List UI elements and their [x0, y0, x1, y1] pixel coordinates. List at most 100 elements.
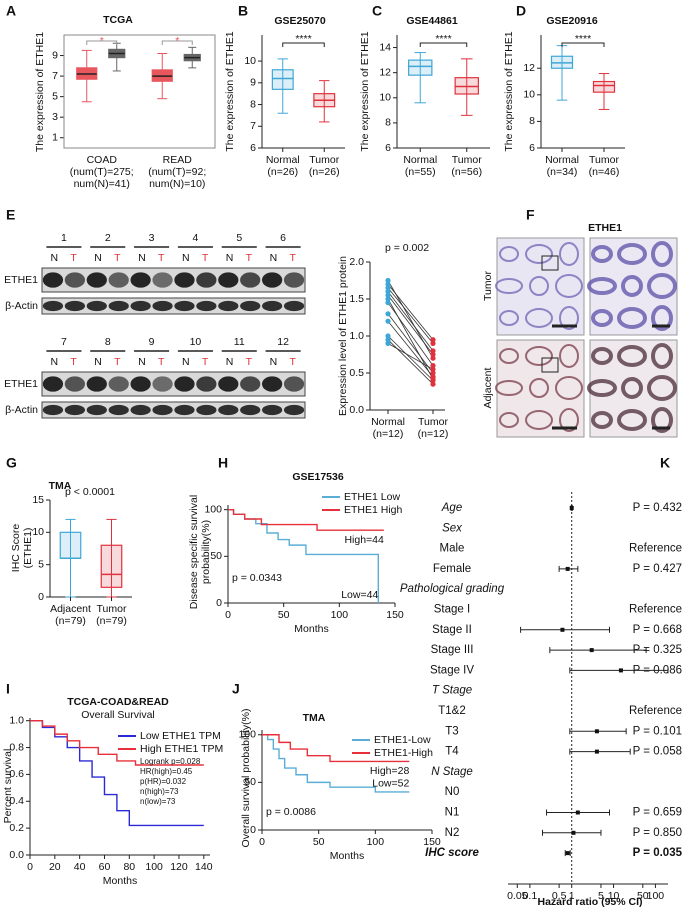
- lane-number: 12: [277, 336, 289, 348]
- lane-normal: N: [94, 356, 102, 368]
- hazard-point: [565, 566, 570, 571]
- blot-band: [283, 376, 305, 392]
- panel-subtitle: Overall Survival: [81, 709, 155, 721]
- category-label: COAD: [87, 154, 118, 166]
- hazard-point: [594, 749, 599, 754]
- zoom-box: [541, 255, 559, 271]
- panel-title: TCGA: [103, 14, 133, 26]
- tissue-structure: [555, 274, 583, 298]
- x-axis-label: Months: [294, 623, 328, 635]
- x-tick-label: 120: [170, 861, 188, 873]
- y-tick-label: 0.0: [349, 404, 364, 416]
- significance-bracket: [561, 42, 605, 47]
- lane-number: 10: [190, 336, 202, 348]
- pair-line: [387, 320, 434, 377]
- ihc-image: [496, 237, 585, 336]
- tissue-structure: [617, 243, 647, 265]
- paired-point: [430, 351, 436, 358]
- blot-band: [262, 376, 283, 392]
- row-label: Pathological grading: [400, 583, 505, 595]
- row-label: Adjacent: [482, 367, 494, 408]
- paired-point: [385, 318, 391, 324]
- tissue-structure: [525, 308, 553, 328]
- category-note: num(N)=41): [74, 178, 130, 190]
- y-tick-label: 0.0: [9, 849, 24, 861]
- blot-band: [130, 300, 151, 312]
- paired-point: [385, 285, 391, 291]
- lane-normal: N: [182, 252, 190, 264]
- category-label: READ: [163, 154, 193, 166]
- p-value: p = 0.0343: [232, 572, 282, 584]
- blot-band: [283, 404, 305, 416]
- tissue-structure: [651, 241, 673, 267]
- group-size: (n=12): [418, 428, 449, 440]
- lane-normal: N: [50, 252, 58, 264]
- hazard-point: [594, 729, 599, 734]
- y-tick-label: 0.6: [9, 768, 24, 780]
- category-label: Tumor: [589, 154, 619, 166]
- survival-curve: [30, 719, 204, 766]
- blot-band: [218, 272, 239, 288]
- blot-band: [174, 272, 195, 288]
- tissue-structure: [651, 305, 673, 331]
- hazard-point: [569, 506, 574, 510]
- y-tick-label: 12: [523, 62, 535, 74]
- tissue-structure: [621, 377, 643, 399]
- lane-tumor: T: [290, 356, 297, 368]
- lane-tumor: T: [158, 356, 165, 368]
- y-tick-label: 12: [379, 66, 391, 78]
- box: [59, 531, 82, 559]
- hazard-point: [560, 627, 565, 632]
- hazard-point: [565, 851, 570, 856]
- x-tick-label: 0: [225, 609, 231, 621]
- legend-label: High ETHE1 TPM: [140, 743, 223, 755]
- y-tick-label: 8: [385, 117, 391, 129]
- blot-band: [218, 300, 239, 312]
- p-value: P = 0.850: [633, 827, 682, 839]
- tissue-structure: [591, 245, 613, 263]
- lane-number: 5: [236, 232, 242, 244]
- row-label: Tumor: [482, 271, 494, 301]
- legend-label: ETHE1 Low: [344, 491, 400, 503]
- x-axis-label: Months: [330, 850, 364, 862]
- paired-point: [385, 281, 391, 287]
- y-tick-label: 0.5: [349, 367, 364, 379]
- y-tick-label: 6: [529, 142, 535, 154]
- blot-band: [130, 272, 151, 288]
- lane-tumor: T: [70, 252, 77, 264]
- tissue-structure: [499, 310, 519, 326]
- blot-band: [108, 376, 129, 392]
- lane-number: 8: [105, 336, 111, 348]
- lane-tumor: T: [114, 356, 121, 368]
- tissue-structure: [525, 244, 553, 264]
- panel-title: GSE25070: [274, 15, 326, 27]
- blot-band: [42, 404, 64, 416]
- significance-bracket: [419, 42, 468, 47]
- blot-band: [196, 376, 217, 392]
- significance-mark: ****: [575, 33, 591, 45]
- blot-band: [240, 404, 261, 416]
- panel-title: GSE20916: [546, 15, 598, 27]
- paired-point: [430, 355, 436, 361]
- lane-tumor: T: [114, 252, 121, 264]
- y-axis-label: The expression of ETHE1: [224, 31, 236, 151]
- y-tick-label: 0.4: [9, 795, 24, 807]
- blot-strip: [41, 267, 306, 293]
- blot-band: [152, 272, 173, 288]
- pair-line: [387, 335, 434, 381]
- tissue-structure: [621, 275, 643, 297]
- paired-point: [385, 292, 391, 298]
- x-tick-label: 5: [598, 890, 604, 902]
- group-size: (n=55): [405, 166, 436, 178]
- tissue-structure: [499, 246, 519, 262]
- y-axis-label: Disease specific survival: [188, 495, 200, 609]
- blot-band: [262, 300, 283, 312]
- y-axis-label: The expression of ETHE1: [359, 31, 371, 151]
- paired-point: [430, 337, 436, 343]
- x-tick-label: 0.05: [507, 890, 528, 902]
- panel-title: GSE17536: [292, 471, 344, 483]
- blot-band: [42, 272, 64, 288]
- blot-band: [86, 272, 107, 288]
- y-axis-label: (ETHE1): [22, 528, 34, 569]
